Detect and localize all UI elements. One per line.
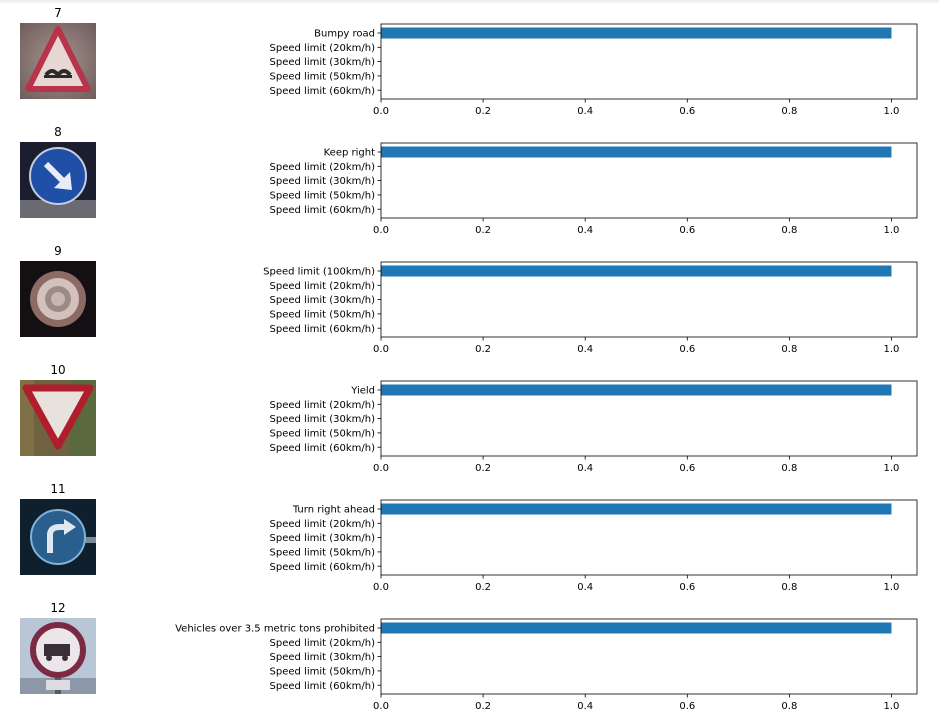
y-tick-label: Speed limit (30km/h): [270, 533, 376, 544]
x-tick-label: 0.2: [475, 582, 491, 593]
bar: [381, 384, 892, 396]
x-tick-label: 0.6: [679, 225, 695, 236]
y-tick-label: Turn right ahead: [292, 505, 375, 516]
y-tick-label: Speed limit (50km/h): [270, 72, 376, 83]
x-tick-label: 0.0: [373, 463, 389, 474]
prediction-row-11: 11 Turn right ahead Speed limit (20km/h) S…: [0, 482, 939, 601]
x-tick-label: 0.8: [781, 344, 797, 355]
y-tick-label: Speed limit (50km/h): [270, 310, 376, 321]
y-tick-label: Speed limit (60km/h): [270, 324, 376, 335]
x-tick-label: 0.6: [679, 582, 695, 593]
x-tick-label: 0.8: [781, 463, 797, 474]
y-tick-label: Speed limit (20km/h): [270, 400, 376, 411]
x-tick-label: 1.0: [884, 582, 900, 593]
prediction-row-8: 8 Keep right Speed limit (20km/h) Speed li…: [0, 125, 939, 244]
prediction-row-10: 10 Yield Speed limit (20km/h) Speed limit …: [0, 363, 939, 482]
y-tick-label: Speed limit (20km/h): [270, 162, 376, 173]
y-tick-label: Speed limit (60km/h): [270, 562, 376, 573]
x-tick-label: 0.4: [577, 463, 593, 474]
x-tick-label: 0.0: [373, 701, 389, 712]
turn-right-ahead-sign-icon: [20, 499, 96, 575]
x-tick-label: 0.4: [577, 225, 593, 236]
y-tick-label: Yield: [350, 386, 375, 397]
x-tick-label: 0.8: [781, 582, 797, 593]
image-title: 8: [54, 125, 62, 139]
bar: [381, 622, 892, 634]
probability-chart: Speed limit (100km/h) Speed limit (20km/h…: [263, 261, 918, 355]
x-tick-label: 0.2: [475, 225, 491, 236]
x-tick-label: 0.0: [373, 225, 389, 236]
x-tick-label: 0.2: [475, 344, 491, 355]
y-tick-label: Speed limit (100km/h): [263, 267, 375, 278]
bar: [381, 265, 892, 277]
x-tick-label: 0.4: [577, 701, 593, 712]
y-tick-label: Speed limit (30km/h): [270, 295, 376, 306]
y-tick-label: Speed limit (20km/h): [270, 638, 376, 649]
x-tick-label: 1.0: [884, 701, 900, 712]
probability-chart: Vehicles over 3.5 metric tons prohibited…: [175, 618, 918, 712]
no-heavy-vehicles-sign-icon: [20, 618, 96, 694]
y-tick-label: Vehicles over 3.5 metric tons prohibited: [175, 624, 375, 635]
x-tick-label: 0.6: [679, 106, 695, 117]
probability-chart: Turn right ahead Speed limit (20km/h) Spee…: [270, 499, 918, 593]
y-tick-label: Bumpy road: [314, 29, 375, 40]
y-tick-label: Speed limit (60km/h): [270, 205, 376, 216]
y-tick-label: Speed limit (20km/h): [270, 281, 376, 292]
bumpy-road-sign-icon: [20, 23, 96, 99]
x-tick-label: 0.8: [781, 106, 797, 117]
x-tick-label: 0.0: [373, 106, 389, 117]
y-tick-label: Speed limit (50km/h): [270, 429, 376, 440]
y-tick-label: Speed limit (30km/h): [270, 176, 376, 187]
top-edge: [0, 0, 939, 4]
y-tick-label: Speed limit (60km/h): [270, 443, 376, 454]
x-tick-label: 0.0: [373, 344, 389, 355]
speed-limit-100-sign-icon: [20, 261, 96, 337]
prediction-row-12: 12 Vehicles over 3.5 metric tons prohibi…: [0, 601, 939, 720]
x-tick-label: 0.4: [577, 582, 593, 593]
y-tick-label: Speed limit (20km/h): [270, 519, 376, 530]
prediction-row-7: 7 Bumpy road Speed limit (20km/h) Speed li…: [0, 6, 939, 125]
x-tick-label: 0.6: [679, 701, 695, 712]
y-tick-label: Speed limit (50km/h): [270, 191, 376, 202]
y-tick-label: Speed limit (20km/h): [270, 43, 376, 54]
image-title: 10: [50, 363, 66, 377]
x-tick-label: 1.0: [884, 225, 900, 236]
image-title: 11: [50, 482, 66, 496]
x-tick-label: 0.8: [781, 225, 797, 236]
probability-chart: Keep right Speed limit (20km/h) Speed limi…: [270, 142, 918, 236]
x-tick-label: 1.0: [884, 106, 900, 117]
y-tick-label: Speed limit (60km/h): [270, 681, 376, 692]
x-tick-label: 1.0: [884, 344, 900, 355]
x-tick-label: 0.2: [475, 463, 491, 474]
y-tick-label: Speed limit (30km/h): [270, 57, 376, 68]
x-tick-label: 0.4: [577, 106, 593, 117]
x-tick-label: 0.2: [475, 106, 491, 117]
bar: [381, 503, 892, 515]
keep-right-sign-icon: [20, 142, 96, 218]
probability-chart: Yield Speed limit (20km/h) Speed limit (30…: [270, 380, 918, 474]
y-tick-label: Speed limit (30km/h): [270, 414, 376, 425]
x-tick-label: 0.6: [679, 344, 695, 355]
y-tick-label: Speed limit (50km/h): [270, 667, 376, 678]
image-title: 12: [50, 601, 66, 615]
yield-sign-icon: [20, 380, 96, 456]
x-tick-label: 0.8: [781, 701, 797, 712]
x-tick-label: 0.2: [475, 701, 491, 712]
x-tick-label: 1.0: [884, 463, 900, 474]
probability-chart: Bumpy road Speed limit (20km/h) Speed limi…: [270, 23, 918, 117]
bar: [381, 27, 892, 39]
x-tick-label: 0.6: [679, 463, 695, 474]
image-title: 7: [54, 6, 62, 20]
y-tick-label: Speed limit (60km/h): [270, 86, 376, 97]
y-tick-label: Speed limit (50km/h): [270, 548, 376, 559]
x-tick-label: 0.4: [577, 344, 593, 355]
y-tick-label: Speed limit (30km/h): [270, 652, 376, 663]
image-title: 9: [54, 244, 62, 258]
x-tick-label: 0.0: [373, 582, 389, 593]
prediction-row-9: 9 Speed limit (100km/h) Speed limit (20km…: [0, 244, 939, 363]
y-tick-label: Keep right: [324, 148, 375, 159]
bar: [381, 146, 892, 158]
